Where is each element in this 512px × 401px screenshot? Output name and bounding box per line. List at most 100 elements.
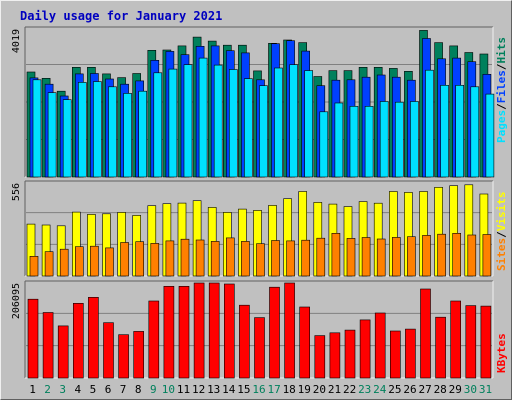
x-tick-label-day-28: 28 [434,383,447,396]
legend-visits-sites: Sites/Visits [495,192,508,272]
bar-pages-day-2 [47,92,57,178]
x-tick-label-day-7: 7 [120,383,127,396]
y-axis-max-label: 206095 [11,283,22,319]
x-tick-label-day-3: 3 [59,383,66,396]
bar-pages-day-13 [213,64,223,178]
bar-sites-day-30 [467,234,477,277]
bar-sites-day-7 [120,242,129,277]
bar-sites-day-23 [361,237,371,277]
x-tick-label-day-27: 27 [418,383,431,396]
bar-sites-day-26 [407,236,416,277]
bar-kbytes-day-28 [435,316,446,379]
bar-sites-day-1 [29,256,39,277]
legend-entry: Visits [495,192,508,232]
bar-pages-day-29 [455,85,465,178]
x-tick-label-day-4: 4 [74,383,81,396]
bar-sites-day-17 [271,240,280,277]
bar-sites-day-12 [195,239,205,277]
bar-kbytes-day-23 [359,319,371,379]
legend-kbytes: KBytes [495,333,508,373]
bar-kbytes-day-27 [420,288,431,379]
bar-pages-day-15 [244,78,253,178]
bar-sites-day-6 [105,247,114,277]
legend-entry: Sites [495,238,508,271]
bar-kbytes-day-16 [254,317,265,379]
bar-pages-day-12 [198,57,208,178]
bar-pages-day-11 [183,64,193,178]
x-tick-label-day-31: 31 [479,383,492,396]
bar-pages-day-8 [138,90,147,178]
legend-entry: / [495,63,508,70]
bar-pages-day-31 [485,93,495,178]
bar-sites-day-31 [482,234,492,277]
bar-pages-day-23 [364,106,374,178]
bar-kbytes-day-9 [148,300,160,379]
x-tick-label-day-14: 14 [222,383,236,396]
x-tick-label-day-18: 18 [283,383,296,396]
x-tick-label-day-25: 25 [388,383,401,396]
bar-pages-day-18 [289,64,298,178]
bar-pages-day-17 [274,67,283,178]
bar-kbytes-day-29 [450,300,462,379]
legend-entry: Hits [495,37,508,64]
y-axis-max-label: 4019 [11,29,22,53]
x-tick-label-day-1: 1 [29,383,36,396]
bar-pages-day-10 [168,68,178,178]
bar-sites-day-3 [59,248,69,277]
bar-kbytes-day-11 [178,285,190,379]
bar-kbytes-day-30 [465,305,477,379]
bar-kbytes-day-22 [344,329,356,379]
bar-sites-day-5 [90,245,99,277]
bar-sites-day-25 [391,237,401,277]
bar-kbytes-day-7 [118,334,129,379]
x-tick-label-day-17: 17 [267,383,280,396]
x-tick-label-day-15: 15 [237,383,250,396]
bar-sites-day-24 [376,238,386,277]
bar-sites-day-13 [210,241,220,277]
bar-pages-day-26 [410,101,419,178]
legend-entry: / [495,103,508,110]
bar-sites-day-8 [135,241,144,277]
bar-pages-day-28 [440,85,449,178]
legend-hits-files-pages: Pages/Files/Hits [495,37,508,143]
x-tick-label-day-23: 23 [358,383,371,396]
bar-kbytes-day-2 [42,312,54,379]
y-axis-max-label: 556 [11,183,22,201]
bar-sites-day-10 [165,240,175,277]
bar-pages-day-14 [229,69,238,178]
bar-sites-day-9 [150,243,160,277]
bar-kbytes-day-10 [163,285,175,379]
bar-sites-day-28 [437,233,446,277]
bar-kbytes-day-25 [389,330,401,379]
x-tick-label-day-6: 6 [105,383,112,396]
x-tick-label-day-16: 16 [252,383,265,396]
plot-layer: 4019Pages/Files/Hits556Sites/Visits20609… [11,26,508,396]
bar-kbytes-day-13 [208,282,220,379]
bar-kbytes-day-18 [284,282,295,379]
bar-pages-day-27 [425,69,434,178]
bar-kbytes-day-21 [329,332,341,379]
x-tick-label-day-13: 13 [207,383,220,396]
x-tick-label-day-2: 2 [44,383,51,396]
legend-entry: KBytes [495,333,508,373]
bar-kbytes-day-6 [103,322,114,379]
bar-sites-day-29 [452,233,462,277]
chart-title: Daily usage for January 2021 [20,9,222,23]
bar-sites-day-21 [331,233,341,277]
bar-sites-day-15 [241,241,250,277]
legend-entry: Pages [495,110,508,143]
bar-sites-day-22 [346,238,356,277]
bar-pages-day-1 [32,79,42,178]
bar-sites-day-4 [75,246,84,277]
bar-kbytes-day-1 [27,298,39,379]
x-tick-label-day-8: 8 [135,383,142,396]
x-tick-label-day-20: 20 [313,383,326,396]
bar-pages-day-6 [108,86,117,178]
bar-kbytes-day-24 [374,312,386,379]
x-tick-label-day-24: 24 [373,383,387,396]
x-tick-label-day-5: 5 [90,383,97,396]
x-tick-label-day-10: 10 [162,383,175,396]
bar-kbytes-day-31 [480,305,492,379]
bar-kbytes-day-8 [133,331,144,379]
